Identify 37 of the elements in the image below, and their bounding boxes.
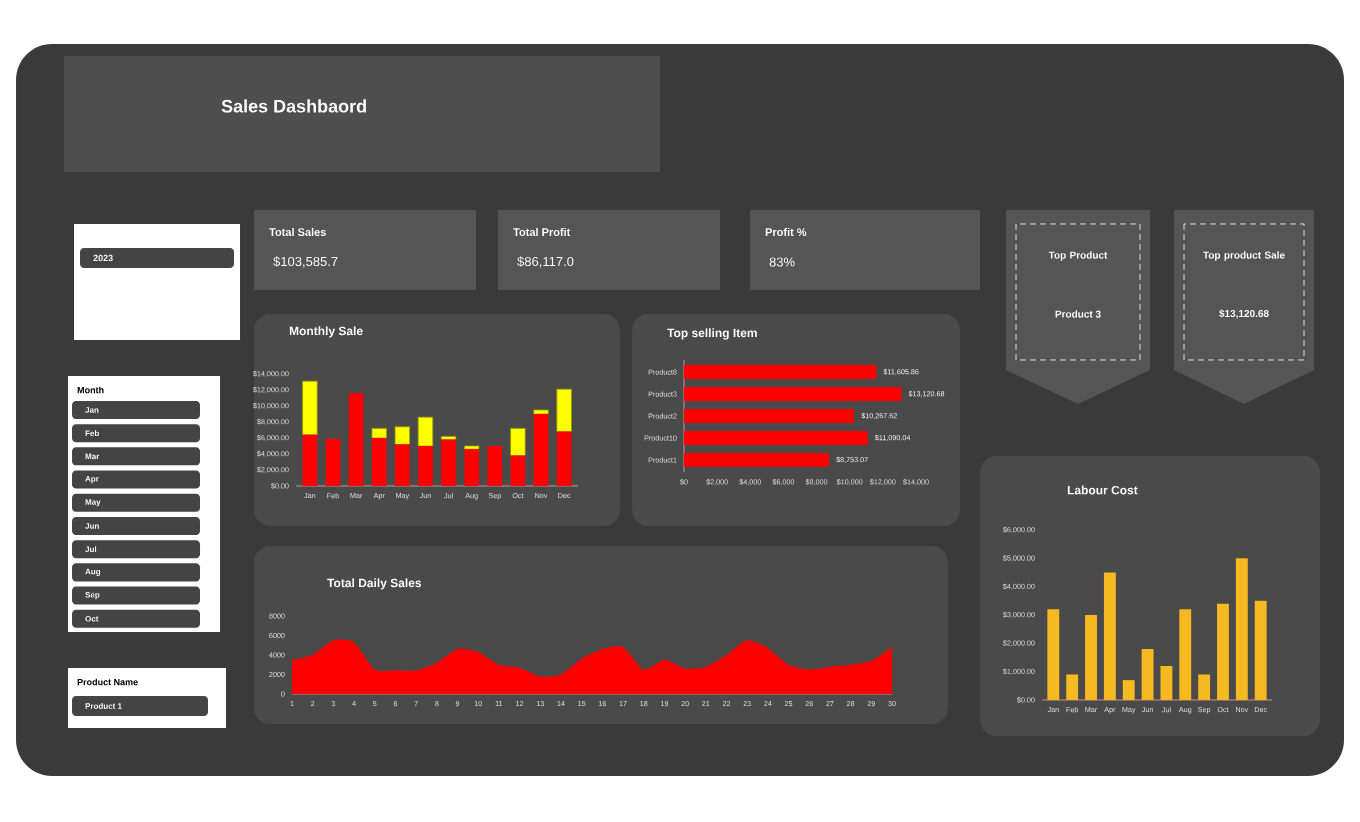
- bar: [1047, 609, 1060, 700]
- bar: [325, 438, 341, 486]
- bar: [394, 426, 411, 445]
- bar: [510, 427, 526, 456]
- bar: [302, 434, 318, 486]
- bar: [1160, 665, 1173, 700]
- bar: [371, 427, 387, 439]
- bar: [1179, 609, 1192, 700]
- bar: [487, 445, 503, 486]
- bar: [302, 380, 318, 436]
- bar: [684, 365, 877, 379]
- bar: [533, 413, 549, 486]
- bar: [510, 455, 526, 486]
- bar: [395, 444, 410, 486]
- bar: [1066, 674, 1079, 700]
- bar: [371, 437, 387, 486]
- bar: [1103, 572, 1116, 700]
- bar: [1254, 600, 1267, 700]
- bar: [684, 409, 855, 423]
- bar: [556, 431, 572, 486]
- bar: [441, 439, 456, 486]
- bar: [348, 393, 364, 486]
- bar: [684, 430, 868, 445]
- bar: [1235, 558, 1248, 700]
- bar: [1085, 614, 1097, 700]
- bar: [1122, 680, 1135, 700]
- bar: [417, 416, 434, 447]
- bar: [684, 452, 830, 467]
- bar: [533, 409, 549, 415]
- bar: [684, 387, 902, 401]
- bar: [1141, 648, 1154, 700]
- bar: [418, 445, 433, 486]
- bar: [1217, 603, 1229, 700]
- bar: [556, 388, 572, 432]
- bar: [464, 449, 479, 486]
- bar: [1198, 674, 1211, 700]
- text: Sales Dashbaord: [221, 99, 366, 113]
